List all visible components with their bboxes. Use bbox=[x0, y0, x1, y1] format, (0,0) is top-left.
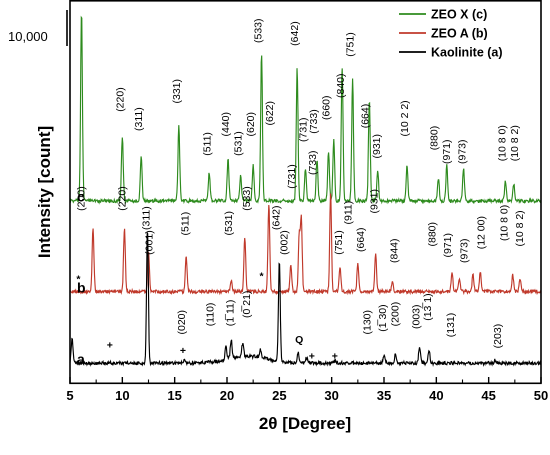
peak-label-c-15: (840) bbox=[335, 73, 347, 98]
marker-a-2: Q bbox=[295, 334, 303, 346]
peak-label-b-15: (971) bbox=[442, 233, 454, 258]
peak-label-c-20: (971) bbox=[441, 139, 453, 164]
peak-label-b-17: (12 00) bbox=[476, 216, 488, 249]
peak-labels: c(111)(220)(311)(331)(511)(440)(531)(620… bbox=[76, 18, 527, 367]
peak-label-c-13: (660) bbox=[321, 95, 333, 120]
peak-label-c-17: (931) bbox=[371, 134, 383, 159]
peak-label-a-5: (002) bbox=[279, 230, 291, 255]
peak-label-a-9: (003) bbox=[411, 304, 423, 329]
peak-label-c-6: (531) bbox=[233, 131, 245, 156]
x-tick-label-5: 5 bbox=[66, 388, 73, 403]
peak-label-c-8: (533) bbox=[253, 18, 265, 43]
x-axis-title: 2θ [Degree] bbox=[259, 414, 351, 433]
peak-label-a-2: (110) bbox=[204, 303, 216, 327]
peak-label-c-21: (973) bbox=[457, 139, 469, 164]
peak-label-b-13: (844) bbox=[389, 238, 401, 263]
peak-label-a-3: (1̅ 11) bbox=[224, 300, 236, 327]
peak-label-b-0: (200) bbox=[76, 186, 88, 211]
marker-b-0: * bbox=[76, 273, 81, 285]
x-tick-label-10: 10 bbox=[115, 388, 129, 403]
series-letter-a: a bbox=[77, 351, 85, 367]
legend-background bbox=[393, 2, 540, 66]
marker-a-3: + bbox=[309, 350, 315, 362]
peak-label-b-3: (511) bbox=[179, 212, 191, 236]
peak-label-b-4: (531) bbox=[223, 211, 235, 236]
x-axis-ticks: 5 10 15 20 25 30 35 40 45 50 bbox=[66, 377, 548, 403]
peak-label-a-11: (131) bbox=[445, 313, 457, 338]
plot-frame bbox=[69, 0, 542, 385]
peak-label-a-12: (203) bbox=[492, 324, 504, 349]
peak-label-b-2: (311) bbox=[141, 206, 153, 230]
legend: ZEO X (c) ZEO A (b) Kaolinite (a) bbox=[393, 2, 540, 66]
peak-label-c-11: (731) bbox=[298, 117, 310, 142]
peak-label-c-23: (10 8 2) bbox=[509, 125, 521, 161]
marker-a-1: + bbox=[180, 345, 186, 357]
peak-label-b-8: (733) bbox=[307, 150, 319, 175]
x-tick-label-45: 45 bbox=[481, 388, 495, 403]
marker-a-0: + bbox=[107, 339, 113, 351]
peak-label-b-5: (533) bbox=[241, 186, 253, 211]
peak-label-c-16: (664) bbox=[359, 104, 371, 129]
marker-a-4: + bbox=[332, 350, 338, 362]
peak-label-b-6: (642) bbox=[270, 205, 282, 230]
peak-label-c-9: (622) bbox=[264, 101, 276, 126]
series-line-a bbox=[69, 232, 542, 367]
x-tick-label-30: 30 bbox=[324, 388, 338, 403]
peak-label-b-11: (664) bbox=[355, 227, 367, 252]
peak-label-c-10: (642) bbox=[289, 21, 301, 46]
x-tick-label-20: 20 bbox=[220, 388, 234, 403]
peak-label-a-1: (020) bbox=[176, 310, 188, 335]
peak-label-b-12: (931) bbox=[369, 189, 381, 214]
peak-label-a-4: (0̅ 21) bbox=[241, 291, 253, 318]
x-tick-label-35: 35 bbox=[377, 388, 391, 403]
peak-label-b-9: (751) bbox=[333, 230, 345, 255]
y-axis-title: Intensity [count] bbox=[35, 126, 54, 258]
peak-label-b-16: (973) bbox=[459, 238, 471, 263]
plot-traces bbox=[69, 15, 542, 367]
peak-label-c-22: (10 8 0) bbox=[496, 125, 508, 161]
peak-label-c-1: (220) bbox=[114, 87, 126, 112]
peak-label-c-5: (440) bbox=[220, 112, 232, 137]
peak-label-c-18: (10 2 2) bbox=[399, 100, 411, 136]
peak-label-a-6: (130) bbox=[361, 310, 373, 335]
peak-label-c-19: (880) bbox=[428, 126, 440, 151]
peak-label-a-7: (1̅ 30) bbox=[377, 304, 389, 331]
x-tick-label-25: 25 bbox=[272, 388, 286, 403]
peak-label-a-8: (200) bbox=[390, 302, 402, 327]
marker-b-1: * bbox=[259, 271, 264, 283]
series-letter-c: c bbox=[77, 189, 85, 205]
x-tick-label-15: 15 bbox=[167, 388, 181, 403]
scale-bar-label: 10,000 bbox=[8, 29, 48, 44]
legend-label-a: Kaolinite (a) bbox=[431, 46, 503, 60]
x-tick-label-40: 40 bbox=[429, 388, 443, 403]
x-tick-label-50: 50 bbox=[534, 388, 548, 403]
peak-label-b-10: (911) bbox=[343, 201, 355, 225]
series-letter-b: b bbox=[77, 279, 86, 295]
peak-label-c-14: (751) bbox=[345, 32, 357, 57]
peak-label-b-18: (10 8 0) bbox=[499, 205, 511, 241]
peak-label-a-0: (001) bbox=[144, 230, 156, 255]
peak-label-b-1: (220) bbox=[117, 186, 129, 211]
peak-label-c-2: (311) bbox=[133, 107, 145, 131]
peak-label-c-3: (331) bbox=[171, 79, 183, 104]
series-line-c bbox=[69, 15, 542, 205]
legend-label-b: ZEO A (b) bbox=[431, 27, 488, 41]
peak-label-c-12: (733) bbox=[308, 109, 320, 134]
peak-label-c-4: (511) bbox=[201, 132, 213, 156]
peak-label-b-19: (10 8 2) bbox=[514, 210, 526, 246]
peak-label-b-14: (880) bbox=[426, 222, 438, 247]
peak-label-c-7: (620) bbox=[245, 112, 257, 137]
legend-label-c: ZEO X (c) bbox=[431, 8, 487, 22]
peak-label-b-7: (731) bbox=[286, 164, 298, 189]
peak-label-a-10: (13̅ 1) bbox=[422, 293, 434, 320]
scale-bar: 10,000 bbox=[8, 10, 68, 46]
